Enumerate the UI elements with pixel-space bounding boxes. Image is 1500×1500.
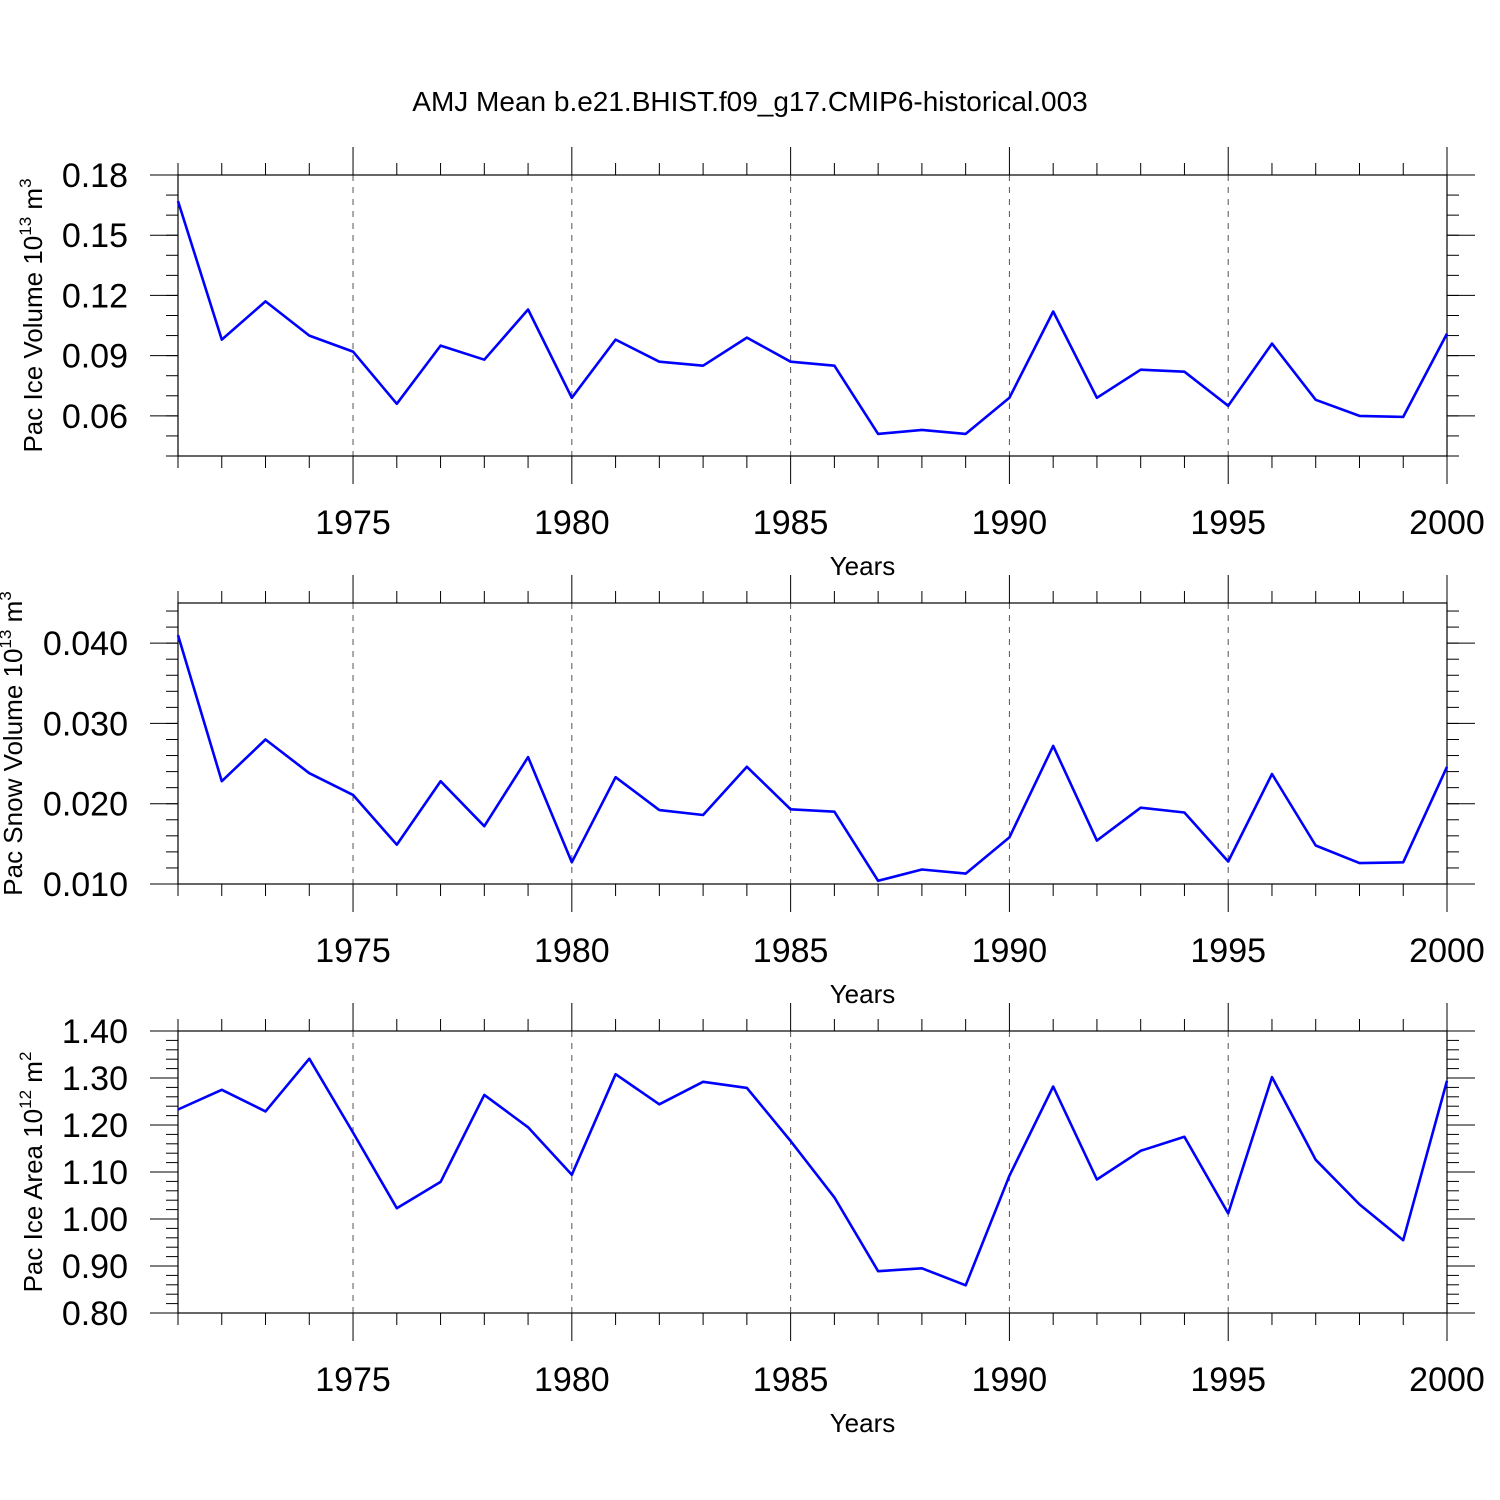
y-tick-label: 0.90	[62, 1248, 128, 1286]
y-tick-label: 0.040	[43, 625, 128, 663]
x-tick-label: 2000	[1409, 504, 1485, 542]
y-axis-label: Pac Ice Volume 1013 m3	[16, 178, 48, 452]
chart-panel-2: 1975 1980 1985 1990 1995 2000 Years 0.010 0.020 0…	[0, 575, 1485, 1009]
y-tick-label: 1.40	[62, 1013, 128, 1051]
x-axis-label: Years	[830, 979, 896, 1009]
x-tick-label: 1985	[753, 504, 829, 542]
y-tick-label: 0.18	[62, 157, 128, 195]
y-axis-label-exponent: 13	[0, 630, 15, 649]
x-tick-label: 1990	[972, 932, 1048, 970]
y-tick-label: 1.10	[62, 1154, 128, 1192]
x-tick-label: 1980	[534, 504, 610, 542]
series-points	[177, 635, 1448, 881]
y-tick-label: 0.010	[43, 866, 128, 904]
x-tick-label: 1995	[1190, 1361, 1266, 1399]
series-points	[177, 1058, 1448, 1286]
series-line	[176, 200, 1449, 436]
y-tick-label: 0.80	[62, 1295, 128, 1333]
y-tick-label: 0.15	[62, 217, 128, 255]
x-tick-label: 1985	[753, 932, 829, 970]
x-tick-label: 1995	[1190, 504, 1266, 542]
y-tick-label: 1.00	[62, 1201, 128, 1239]
x-tick-label: 1975	[315, 1361, 391, 1399]
y-tick-label: 0.06	[62, 398, 128, 436]
y-axis-label: Pac Snow Volume 1013 m3	[0, 591, 28, 895]
y-axis-label-unit-exponent: 2	[16, 1052, 35, 1061]
y-tick-label: 0.12	[62, 277, 128, 315]
chart-panel-1: 1975 1980 1985 1990 1995 2000 Years 0.06 0.09 0.1…	[16, 147, 1485, 581]
y-axis-label-unit: m	[18, 188, 48, 217]
plot-frame	[177, 174, 1448, 457]
x-tick-label: 1975	[315, 932, 391, 970]
chart-panel-3: 1975 1980 1985 1990 1995 2000 Years 0.80 0.90 1.0…	[16, 1003, 1485, 1438]
y-axis-label-text: Pac Snow Volume 10	[0, 649, 28, 896]
x-tick-label: 1980	[534, 932, 610, 970]
series-line	[176, 634, 1449, 883]
y-tick-label: 0.09	[62, 338, 128, 376]
y-axis-label-text: Pac Ice Area 10	[18, 1109, 48, 1293]
panels: 1975 1980 1985 1990 1995 2000 Years 0.06 0.09 0.1…	[0, 147, 1485, 1438]
series-line	[177, 1057, 1449, 1287]
y-axis-label-exponent: 12	[16, 1090, 35, 1109]
y-axis-label-unit-exponent: 3	[0, 591, 15, 600]
plot-frame	[177, 602, 1448, 885]
y-axis-label-unit: m	[0, 601, 28, 630]
plot-frame	[177, 1030, 1448, 1314]
y-tick-label: 0.020	[43, 786, 128, 824]
x-tick-label: 1995	[1190, 932, 1266, 970]
x-tick-label: 1975	[315, 504, 391, 542]
y-tick-label: 1.20	[62, 1107, 128, 1145]
y-axis-label-text: Pac Ice Volume 10	[18, 236, 48, 453]
x-axis-label: Years	[830, 1408, 896, 1438]
y-axis-label-unit: m	[18, 1061, 48, 1090]
figure-title: AMJ Mean b.e21.BHIST.f09_g17.CMIP6-histo…	[412, 86, 1087, 117]
y-axis-label: Pac Ice Area 1012 m2	[16, 1052, 48, 1293]
x-tick-label: 2000	[1409, 932, 1485, 970]
y-axis-label-exponent: 13	[16, 217, 35, 236]
x-tick-label: 1990	[972, 504, 1048, 542]
y-axis-label-unit-exponent: 3	[16, 178, 35, 187]
y-tick-label: 0.030	[43, 705, 128, 743]
x-tick-label: 1980	[534, 1361, 610, 1399]
x-tick-label: 2000	[1409, 1361, 1485, 1399]
series-points	[177, 200, 1448, 435]
y-tick-label: 1.30	[62, 1060, 128, 1098]
x-tick-label: 1990	[972, 1361, 1048, 1399]
x-axis-label: Years	[830, 551, 896, 581]
x-tick-label: 1985	[753, 1361, 829, 1399]
